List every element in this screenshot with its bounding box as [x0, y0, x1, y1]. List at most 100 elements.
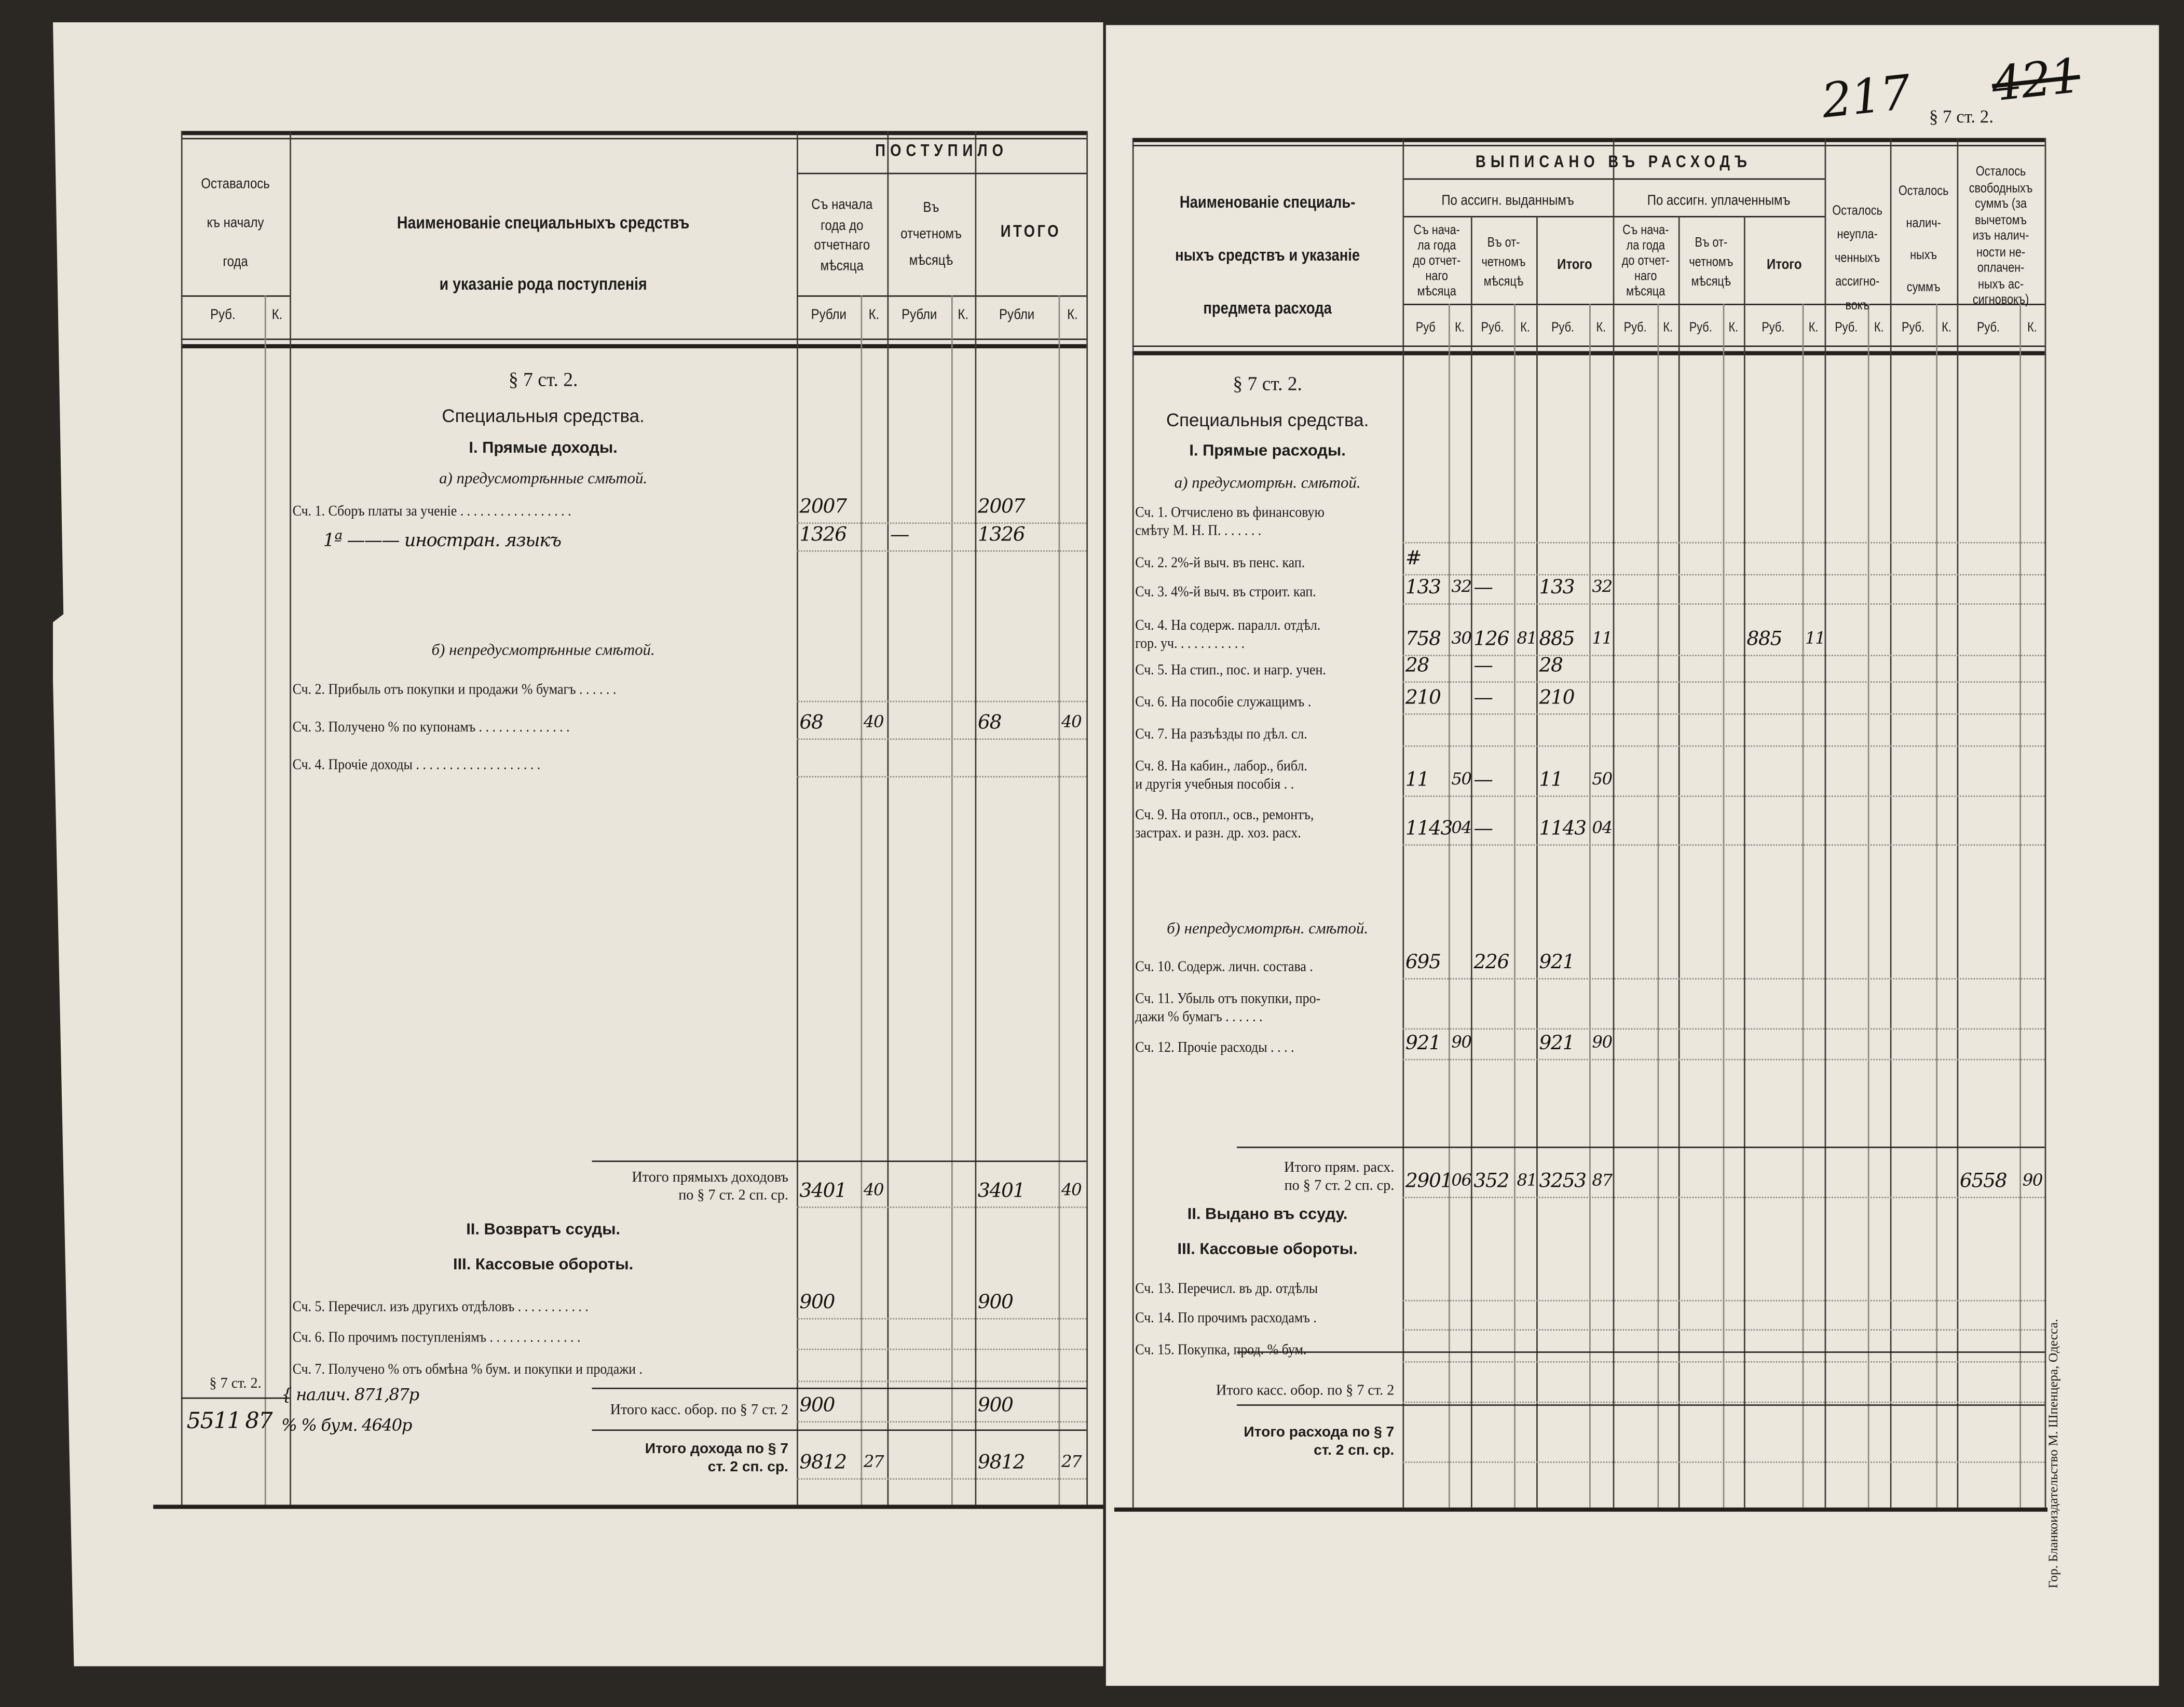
- row-label: Сч. 5. Перечисл. изъ другихъ отдѣловъ . …: [293, 1298, 589, 1317]
- header-text: четномъ: [1689, 255, 1733, 270]
- label-line: Сч. 4. На содерж. паралл. отдѣл.: [1135, 618, 1321, 634]
- cell-value: 2007: [977, 496, 1026, 519]
- label-line: Итого дохода по § 7: [645, 1440, 788, 1458]
- row-dotted-rule: [1402, 1299, 2045, 1302]
- part-heading: I. Прямые расходы.: [1189, 443, 1346, 460]
- cell-value: 226: [1473, 951, 1509, 974]
- header-k: К.: [1455, 320, 1465, 336]
- header-text: Въ от-: [1695, 235, 1728, 251]
- label-line: Сч. 14. По прочимъ расходамъ .: [1135, 1311, 1317, 1326]
- section-title: Специальныя средства.: [442, 405, 645, 427]
- cell-value: 1143: [1539, 818, 1587, 841]
- section-title: Специальныя средства.: [1166, 409, 1369, 431]
- header-text: четномъ: [1481, 255, 1526, 270]
- header-rub: Руб.: [1551, 320, 1575, 336]
- part-heading: III. Кассовые обороты.: [1177, 1241, 1358, 1258]
- column-rule: [975, 131, 977, 1505]
- header-rubli: Рубли: [902, 306, 937, 323]
- row-dotted-rule: [797, 738, 1087, 740]
- row-rule: [592, 1387, 1087, 1390]
- row-label: Сч. 6. По прочимъ поступленіямъ . . . . …: [293, 1329, 581, 1347]
- header-text: Съ нача-: [1622, 223, 1669, 238]
- remaining-k: 87: [245, 1407, 272, 1434]
- header-rub: Руб.: [210, 306, 236, 323]
- cell-value: 06: [1451, 1170, 1472, 1190]
- row-dotted-rule: [797, 776, 1087, 778]
- cell-value: 1143: [1405, 818, 1453, 841]
- cell-value: 40: [863, 1180, 884, 1200]
- header-remaining: Оставалось къ началу года: [189, 165, 282, 281]
- cell-value: 9812: [799, 1452, 847, 1474]
- subsection-heading: а) предусмотрѣнные смѣтой.: [439, 471, 648, 488]
- label-line: Итого прямыхъ доходовъ: [632, 1170, 788, 1186]
- label-line: Сч. 13. Перечисл. въ др. отдѣлы: [1135, 1281, 1318, 1297]
- row-label: Сч. 1. Сборъ платы за ученіе . . . . . .…: [293, 503, 571, 521]
- column-rule: [1449, 304, 1450, 1508]
- cell-value: 28: [1539, 655, 1563, 678]
- header-text: ла года: [1417, 238, 1456, 254]
- column-rule: [1802, 304, 1804, 1508]
- header-text: Наименованіе специальныхъ средствъ: [397, 213, 690, 233]
- header-text: наго: [1634, 268, 1657, 284]
- label-line: застрах. и разн. др. хоз. расх.: [1135, 826, 1301, 842]
- row-rule: [153, 1505, 1103, 1509]
- part-heading: II. Выдано въ ссуду.: [1187, 1207, 1348, 1224]
- header-rub: Руб.: [1689, 320, 1712, 336]
- header-text: ныхъ средствъ и указаніе: [1175, 245, 1360, 265]
- header-text: сигновокъ): [1972, 292, 2029, 308]
- row-rule: [1132, 145, 2045, 147]
- header-col-from-start: Съ начала года до отчетнаго мѣсяца: [803, 195, 880, 276]
- label-line: Сч. 12. Прочіе расходы . . . .: [1135, 1040, 1294, 1056]
- label-line: по § 7 ст. 2 сп. ср.: [1284, 1178, 1395, 1194]
- label-line: Сч. 7. Получено % отъ обмѣна % бум. и по…: [292, 1362, 643, 1378]
- header-k: К.: [1067, 306, 1078, 323]
- header-text: мѣсяца: [820, 257, 864, 274]
- header-col-total: Итого: [1557, 256, 1592, 273]
- cell-value: 81: [1517, 628, 1538, 648]
- header-rub: Руб.: [1481, 320, 1504, 336]
- label-line: Сч. 5. Перечисл. изъ другихъ отдѣловъ . …: [292, 1299, 589, 1316]
- row-label: Сч. 7. Получено % отъ обмѣна % бум. и по…: [293, 1361, 643, 1379]
- label-line: дажи % бумагъ . . . . . .: [1135, 1010, 1263, 1026]
- cell-value: 68: [977, 712, 1002, 735]
- cell-value: 04: [1451, 818, 1472, 837]
- row-dotted-rule: [1402, 1028, 2045, 1030]
- label-line: по § 7 ст. 2 сп. ср.: [678, 1188, 788, 1204]
- header-col-total: Итого: [1766, 256, 1802, 273]
- row-label: Сч. 12. Прочіе расходы . . . .: [1135, 1039, 1294, 1058]
- header-text: налич-: [1906, 215, 1941, 232]
- label-line: смѣту М. Н. П. . . . . . .: [1135, 524, 1262, 539]
- label-line: Сч. 10. Содерж. личн. состава .: [1135, 960, 1313, 976]
- part-heading: II. Возвратъ ссуды.: [466, 1222, 621, 1239]
- header-text: Въ от-: [1487, 235, 1520, 251]
- cell-value: 695: [1405, 951, 1441, 974]
- section-heading: § 7 ст. 2.: [1233, 374, 1302, 396]
- header-text: ныхъ ас-: [1978, 276, 2024, 292]
- column-rule: [1058, 295, 1060, 1505]
- header-rub: Руб.: [1902, 320, 1925, 336]
- row-dotted-rule: [1402, 1461, 2045, 1463]
- cell-value: 90: [1592, 1032, 1613, 1052]
- label-line: Итого прям. расх.: [1284, 1160, 1395, 1176]
- column-rule: [1743, 215, 1745, 1508]
- row-dotted-rule: [1402, 1329, 2045, 1331]
- header-text: отчетнаго: [814, 237, 870, 254]
- remaining-note: { налич. 871,87р % % бум. 4640р: [281, 1379, 419, 1441]
- row-label: Сч. 2. Прибыль отъ покупки и продажи % б…: [293, 681, 617, 699]
- column-rule: [1657, 304, 1659, 1508]
- cell-value: 921: [1539, 1032, 1575, 1055]
- header-text: мѣсяца: [1626, 284, 1666, 300]
- cell-value: 32: [1451, 577, 1472, 597]
- column-rule: [1514, 304, 1515, 1508]
- row-dotted-rule: [1402, 844, 2045, 846]
- header-text: мѣсяцѣ: [1691, 274, 1731, 290]
- row-label: Сч. 1. Отчислено въ финансовую смѣту М. Н…: [1135, 504, 1325, 540]
- header-col-month: Въ отчетномъ мѣсяцѣ: [894, 195, 968, 275]
- label-line: Сч. 8. На кабин., лабор., библ.: [1135, 759, 1307, 775]
- header-name: Наименованіе специальныхъ средствъ и ука…: [327, 192, 758, 315]
- cell-value: #: [1405, 547, 1422, 570]
- header-cash: Осталось налич- ныхъ суммъ: [1895, 175, 1951, 304]
- cell-value: 352: [1473, 1170, 1509, 1193]
- column-rule: [181, 131, 183, 1505]
- cell-value: 900: [977, 1394, 1014, 1417]
